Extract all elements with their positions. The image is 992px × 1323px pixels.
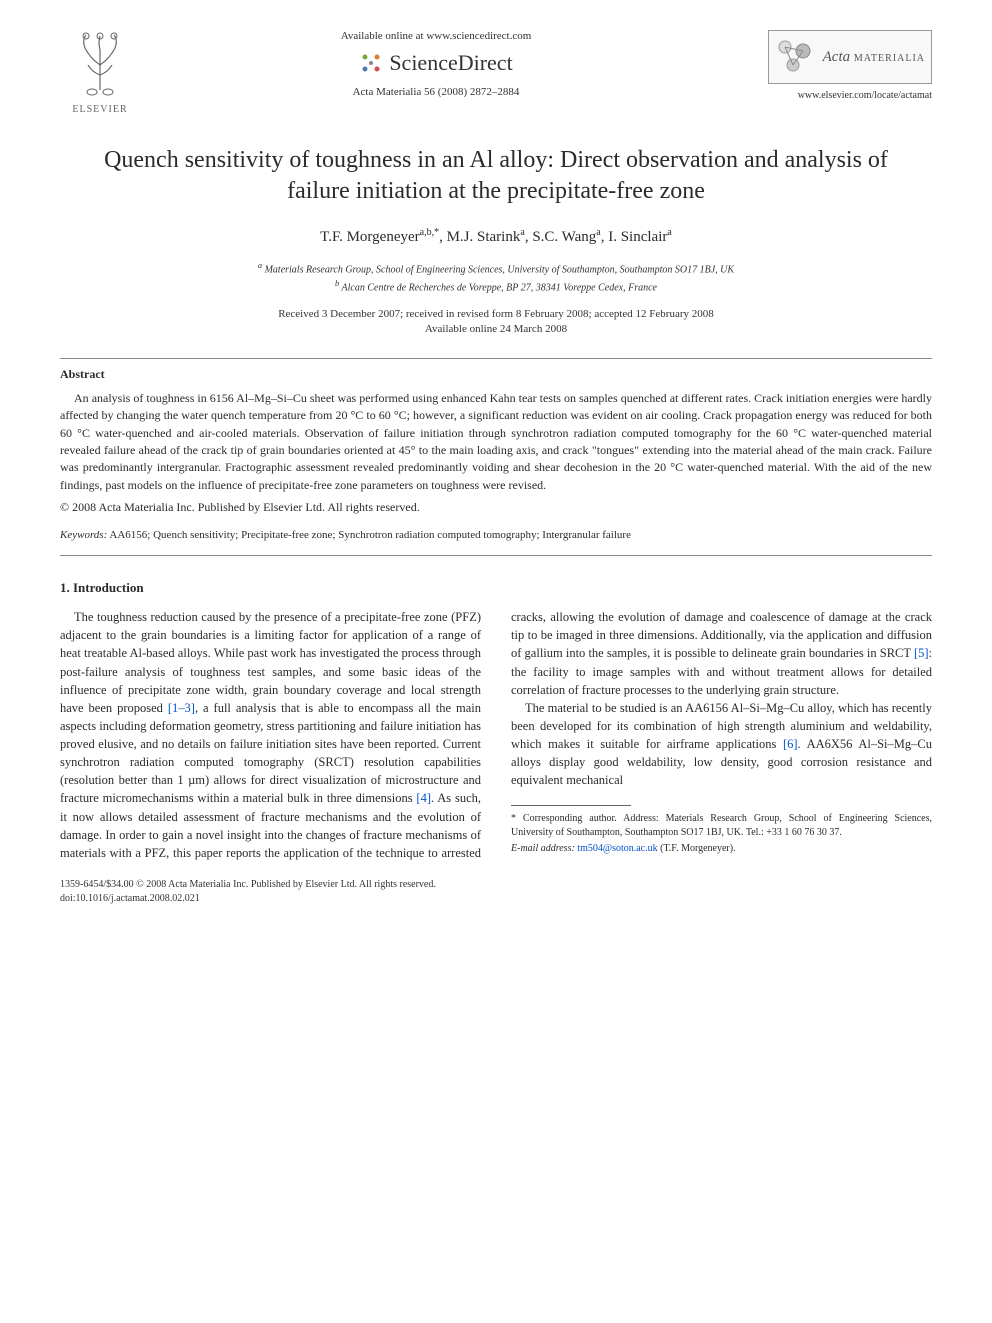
available-date: Available online 24 March 2008 — [60, 322, 932, 337]
author-3: S.C. Wanga — [532, 229, 600, 245]
introduction-section: 1. Introduction The toughness reduction … — [60, 580, 932, 862]
center-branding: Available online at www.sciencedirect.co… — [140, 30, 732, 98]
footer-doi: doi:10.1016/j.actamat.2008.02.021 — [60, 892, 932, 906]
affiliation-b: b Alcan Centre de Recherches de Voreppe,… — [60, 278, 932, 295]
sciencedirect-text: ScienceDirect — [389, 50, 512, 76]
journal-url: www.elsevier.com/locate/actamat — [732, 90, 932, 101]
abstract-copyright: © 2008 Acta Materialia Inc. Published by… — [60, 500, 932, 515]
journal-box: Acta MATERIALIA — [768, 30, 932, 84]
article-title: Quench sensitivity of toughness in an Al… — [80, 145, 912, 207]
author-2: M.J. Starinka — [447, 229, 525, 245]
rule-above-abstract — [60, 358, 932, 359]
journal-logo-block: Acta MATERIALIA www.elsevier.com/locate/… — [732, 30, 932, 101]
journal-name-caps: MATERIALIA — [854, 53, 925, 64]
sciencedirect-logo: ScienceDirect — [140, 50, 732, 76]
abstract-text: An analysis of toughness in 6156 Al–Mg–S… — [60, 390, 932, 494]
keywords-block: Keywords: AA6156; Quench sensitivity; Pr… — [60, 529, 932, 541]
authors-line: T.F. Morgeneyera,b,*, M.J. Starinka, S.C… — [60, 227, 932, 246]
rule-below-keywords — [60, 555, 932, 556]
intro-heading: 1. Introduction — [60, 580, 932, 596]
acta-materialia-icon — [775, 37, 815, 77]
page-footer: 1359-6454/$34.00 © 2008 Acta Materialia … — [60, 878, 932, 906]
page-header: ELSEVIER Available online at www.science… — [60, 30, 932, 115]
footnote-rule — [511, 805, 631, 806]
article-dates: Received 3 December 2007; received in re… — [60, 307, 932, 338]
ref-link-1-3[interactable]: [1–3] — [168, 701, 195, 715]
elsevier-label: ELSEVIER — [60, 104, 140, 115]
abstract-heading: Abstract — [60, 367, 932, 382]
elsevier-logo: ELSEVIER — [60, 30, 140, 115]
citation: Acta Materialia 56 (2008) 2872–2884 — [140, 86, 732, 98]
keywords-list: AA6156; Quench sensitivity; Precipitate-… — [109, 529, 631, 541]
keywords-label: Keywords: — [60, 529, 107, 541]
email-link[interactable]: tm504@soton.ac.uk — [577, 843, 657, 854]
elsevier-tree-icon — [70, 30, 130, 100]
intro-body: The toughness reduction caused by the pr… — [60, 608, 932, 862]
available-online-text: Available online at www.sciencedirect.co… — [140, 30, 732, 42]
corresponding-author-footnote: * Corresponding author. Address: Materia… — [511, 812, 932, 840]
affiliation-a: a Materials Research Group, School of En… — [60, 260, 932, 277]
author-1: T.F. Morgeneyera,b,* — [320, 229, 439, 245]
journal-name-italic: Acta — [823, 49, 851, 65]
footer-copyright: 1359-6454/$34.00 © 2008 Acta Materialia … — [60, 878, 932, 892]
email-label: E-mail address: — [511, 843, 575, 854]
intro-para-2: The material to be studied is an AA6156 … — [511, 699, 932, 790]
journal-name: Acta MATERIALIA — [823, 49, 925, 65]
email-attribution: (T.F. Morgeneyer). — [660, 843, 735, 854]
email-footnote: E-mail address: tm504@soton.ac.uk (T.F. … — [511, 842, 932, 856]
received-dates: Received 3 December 2007; received in re… — [60, 307, 932, 322]
affiliations: a Materials Research Group, School of En… — [60, 260, 932, 295]
ref-link-4[interactable]: [4] — [416, 791, 431, 805]
sciencedirect-icon — [359, 51, 383, 75]
ref-link-6[interactable]: [6] — [783, 737, 798, 751]
author-4: I. Sinclaira — [608, 229, 672, 245]
ref-link-5[interactable]: [5] — [914, 646, 929, 660]
